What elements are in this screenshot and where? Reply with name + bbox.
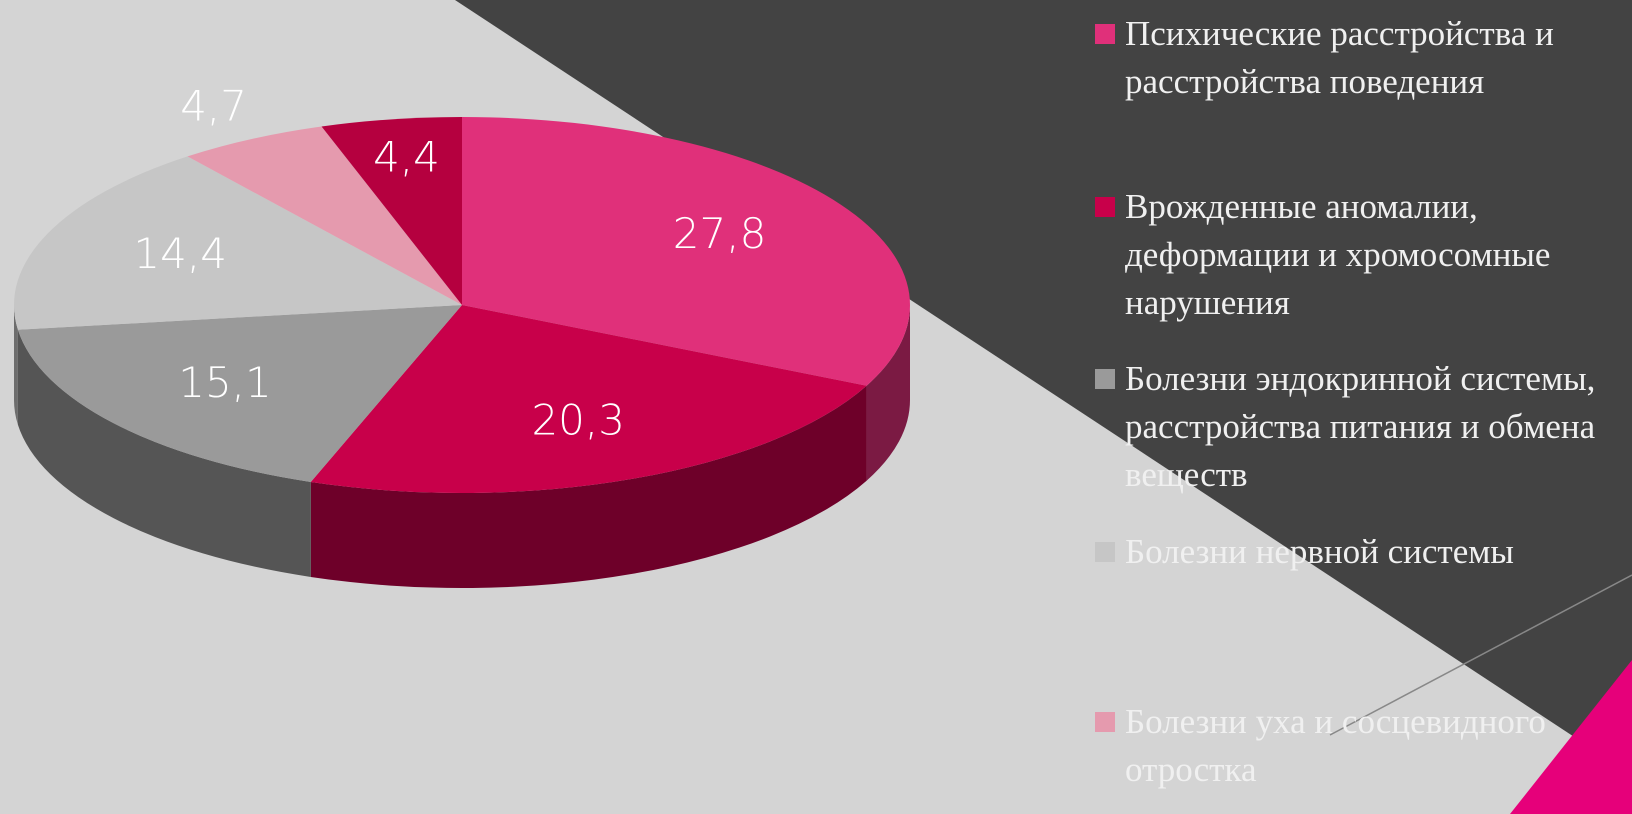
data-label: 4,4 xyxy=(373,133,440,182)
corner-accent xyxy=(1510,660,1632,814)
legend-label: Врожденные аномалии, деформации и хромос… xyxy=(1125,187,1551,322)
data-label: 20,3 xyxy=(531,396,625,445)
pie-side xyxy=(866,305,910,481)
legend-label: Психические расстройства и расстройства … xyxy=(1125,14,1554,101)
pie-side xyxy=(17,329,311,577)
data-label: 15,1 xyxy=(178,358,272,407)
legend-item: Болезни нервной системы xyxy=(1095,528,1632,576)
legend-item: Врожденные аномалии, деформации и хромос… xyxy=(1095,183,1632,327)
legend-swatch xyxy=(1095,369,1115,389)
legend-swatch xyxy=(1095,542,1115,562)
pie-side xyxy=(310,385,867,588)
pie-slice xyxy=(321,117,462,305)
legend-swatch xyxy=(1095,197,1115,217)
pie-slice xyxy=(310,305,867,493)
pie-slice xyxy=(462,117,911,386)
data-label: 14,4 xyxy=(133,229,227,278)
pie-slice xyxy=(187,126,462,305)
pie-side xyxy=(14,305,18,425)
legend-label: Болезни эндокринной системы, расстройств… xyxy=(1125,359,1596,494)
decor-line xyxy=(1329,574,1632,736)
legend-item: Психические расстройства и расстройства … xyxy=(1095,10,1632,106)
legend-swatch xyxy=(1095,712,1115,732)
legend-item: Болезни уха и сосцевидного отростка xyxy=(1095,698,1632,794)
pie-slice xyxy=(13,156,462,330)
legend-item: Болезни эндокринной системы, расстройств… xyxy=(1095,355,1632,499)
legend-swatch xyxy=(1095,24,1115,44)
pie-slice xyxy=(17,305,463,482)
legend-label: Болезни нервной системы xyxy=(1125,532,1514,571)
legend-label: Болезни уха и сосцевидного отростка xyxy=(1125,702,1546,789)
data-label: 4,7 xyxy=(180,82,247,131)
data-label: 27,8 xyxy=(673,209,767,258)
